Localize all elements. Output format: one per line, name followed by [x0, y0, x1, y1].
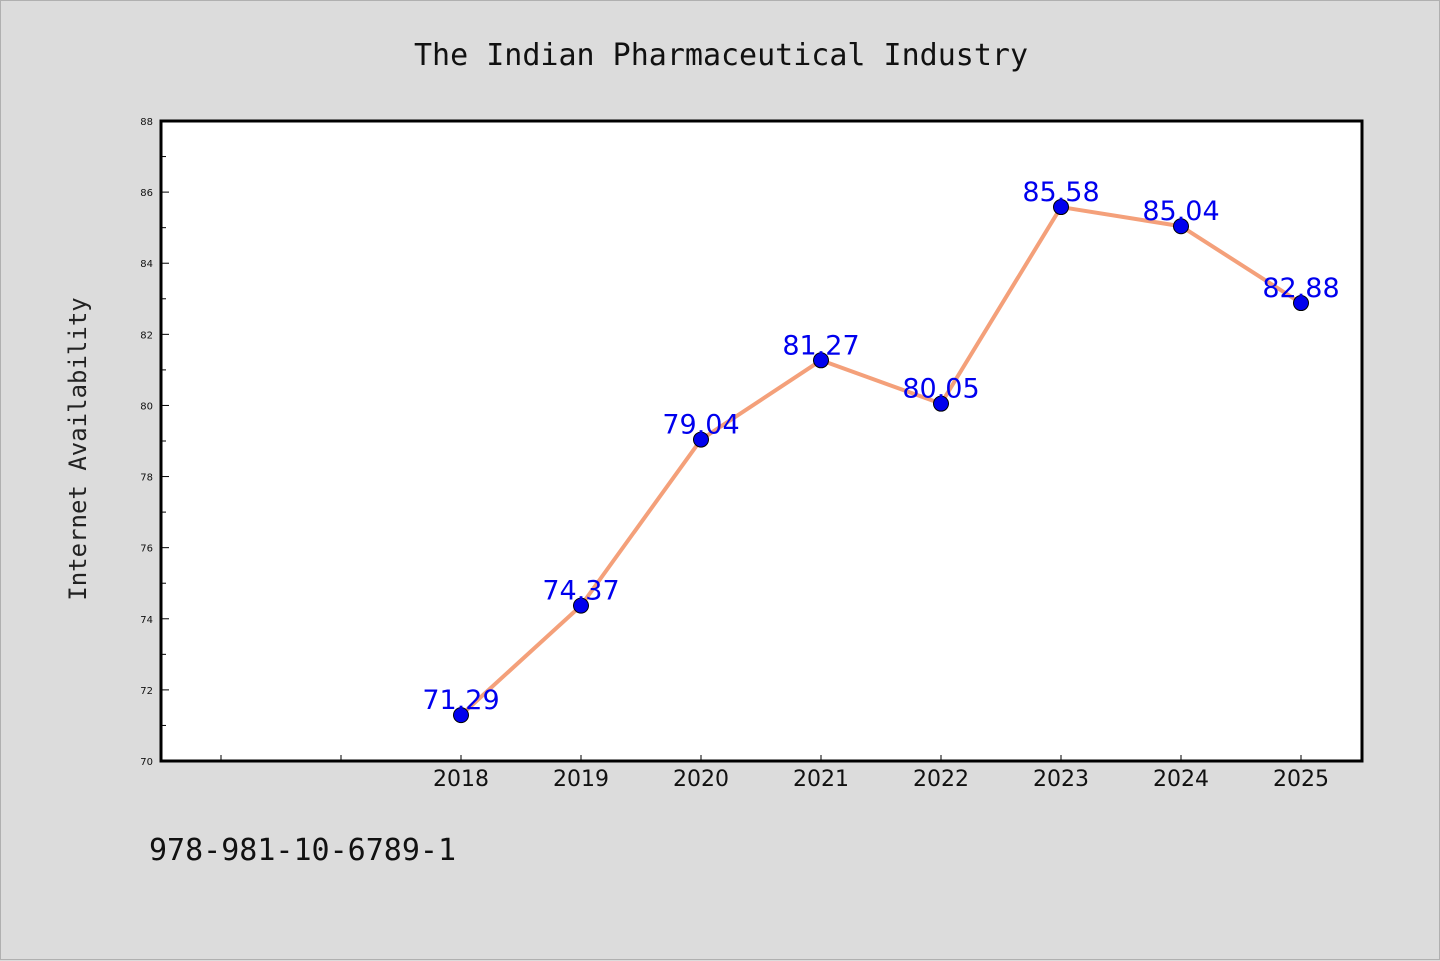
y-axis: 70 72 74 76 78 80 82 84 86 88 [140, 117, 169, 768]
data-label: 85.04 [1142, 196, 1219, 227]
x-tick-label: 2020 [673, 767, 729, 792]
x-tick-label: 2018 [433, 767, 489, 792]
data-point [813, 352, 829, 369]
x-tick-label: 2023 [1033, 767, 1089, 792]
data-label: 79.04 [662, 410, 739, 441]
data-point [933, 395, 949, 412]
series-layer: 71.29 74.37 79.04 81.27 80.05 85.58 85.04 82.88 [422, 177, 1340, 724]
data-label: 74.37 [542, 576, 619, 607]
data-label: 85.58 [1022, 177, 1099, 208]
data-point [1293, 295, 1309, 312]
y-tick-label: 78 [140, 473, 153, 484]
data-label: 80.05 [902, 374, 979, 405]
data-point [1053, 199, 1069, 216]
y-tick-label: 80 [140, 401, 153, 412]
data-point [693, 431, 709, 448]
data-point [1173, 218, 1189, 235]
x-tick-label: 2019 [553, 767, 609, 792]
data-label: 82.88 [1262, 273, 1339, 304]
y-tick-label: 84 [140, 259, 153, 270]
x-tick-label: 2024 [1153, 767, 1209, 792]
y-tick-label: 70 [140, 757, 153, 768]
y-tick-label: 72 [140, 686, 153, 697]
x-tick-label: 2021 [793, 767, 849, 792]
x-axis: 2018 2019 2020 2021 2022 2023 2024 2025 [220, 755, 1329, 792]
series-line [459, 205, 1303, 718]
y-tick-label: 86 [140, 188, 153, 199]
chart-title: The Indian Pharmaceutical Industry [414, 38, 1028, 73]
data-point [453, 707, 469, 724]
data-point [573, 597, 589, 614]
x-tick-label: 2022 [913, 767, 969, 792]
data-label: 71.29 [422, 685, 499, 716]
y-tick-label: 74 [140, 615, 153, 626]
y-tick-label: 76 [140, 544, 153, 555]
footer-code: 978-981-10-6789-1 [149, 833, 457, 868]
y-tick-label: 88 [140, 117, 153, 128]
plot-area [159, 119, 1364, 763]
y-axis-label: Internet Availability [64, 297, 92, 600]
data-label: 81.27 [782, 330, 859, 361]
x-tick-label: 2025 [1273, 767, 1329, 792]
y-tick-label: 82 [140, 330, 153, 341]
